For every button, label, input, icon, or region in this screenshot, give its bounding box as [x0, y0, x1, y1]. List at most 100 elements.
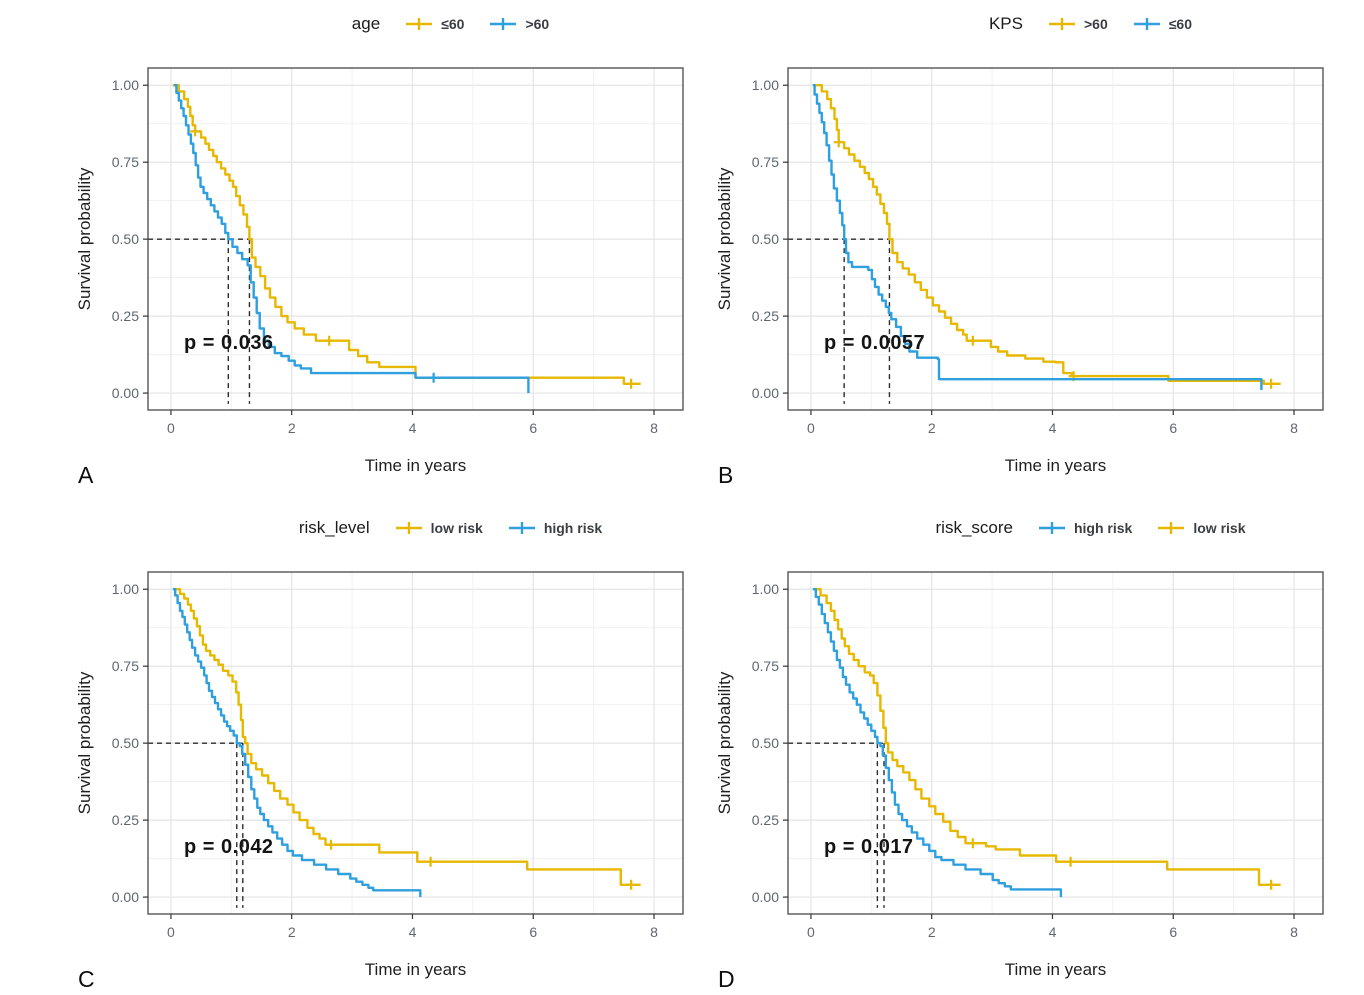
panel-c: risk_level low risk high risk 0 2 4 6 8 0.00 0… [38, 508, 688, 994]
x-axis-title: Time in years [1004, 960, 1107, 979]
p-value-annotation: p = 0.0057 [824, 332, 926, 354]
censor-mark-icon [326, 839, 336, 850]
legend-item-label: high risk [543, 520, 603, 536]
km-curve [174, 588, 641, 886]
y-tick-label: 0.25 [112, 812, 139, 828]
y-tick-label: 1.00 [112, 77, 139, 93]
legend-item-label: high risk [1073, 520, 1133, 536]
legend-item-label: ≤60 [1168, 16, 1193, 32]
y-tick-label: 0.00 [752, 889, 779, 905]
x-tick-label: 8 [1290, 420, 1298, 436]
censor-mark-icon [425, 856, 436, 867]
x-tick-label: 6 [1169, 420, 1177, 436]
y-tick-label: 1.00 [752, 581, 779, 597]
p-value-annotation: p = 0.042 [184, 836, 274, 858]
y-tick-label: 0.75 [752, 658, 779, 674]
y-tick-label: 1.00 [752, 77, 779, 93]
legend-item: low risk [1156, 520, 1245, 536]
y-tick-label: 1.00 [112, 581, 139, 597]
legend: age ≤60 >60 [183, 6, 718, 42]
legend-key-plus-icon [1158, 522, 1185, 534]
legend-item: >60 [1047, 16, 1108, 32]
legend-item-label: >60 [1084, 16, 1108, 32]
survival-plot: 0 2 4 6 8 0.00 0.25 0.50 0.75 1.00 [112, 67, 684, 436]
x-tick-label: 8 [650, 420, 658, 436]
x-tick-label: 4 [1049, 924, 1057, 940]
legend-key-plus-icon [395, 522, 422, 534]
legend: risk_level low risk high risk [183, 510, 718, 546]
x-tick-label: 0 [167, 420, 175, 436]
censor-mark-icon [626, 879, 637, 890]
y-tick-label: 0.75 [752, 154, 779, 170]
km-curve [814, 588, 1281, 886]
legend-item-label: ≤60 [441, 16, 465, 32]
y-tick-label: 0.00 [112, 889, 139, 905]
km-curve [814, 84, 1281, 385]
legend: KPS >60 ≤60 [823, 6, 1358, 42]
x-tick-label: 2 [288, 420, 296, 436]
panel-letter: A [78, 462, 94, 488]
y-axis-title: Survival probability [715, 167, 734, 311]
legend-title: risk_level [298, 518, 370, 537]
p-value-annotation: p = 0.017 [824, 836, 914, 858]
legend-item-label: >60 [525, 16, 550, 32]
x-tick-label: 2 [928, 924, 936, 940]
y-tick-label: 0.50 [112, 231, 139, 247]
censor-mark-icon [1266, 879, 1277, 890]
legend-item: >60 [488, 16, 549, 32]
censor-mark-icon [1266, 378, 1277, 389]
censor-mark-icon [833, 137, 844, 148]
x-tick-label: 4 [409, 420, 417, 436]
y-tick-label: 0.25 [112, 308, 139, 324]
legend-title: risk_score [935, 518, 1013, 537]
legend-item-label: low risk [430, 520, 483, 536]
y-tick-label: 0.50 [112, 735, 139, 751]
km-curve [172, 588, 422, 898]
legend-item: ≤60 [1132, 16, 1192, 32]
y-axis-title: Survival probability [715, 671, 734, 815]
censor-mark-icon [626, 378, 637, 389]
censor-mark-icon [324, 335, 335, 346]
legend-item: high risk [1037, 520, 1132, 536]
x-tick-label: 2 [928, 420, 936, 436]
y-tick-label: 0.25 [752, 812, 779, 828]
censor-mark-icon [967, 335, 978, 346]
x-tick-label: 4 [1049, 420, 1057, 436]
legend-item-label: low risk [1193, 520, 1246, 536]
x-axis-title: Time in years [364, 960, 467, 979]
panel-letter: C [78, 966, 95, 992]
y-tick-label: 0.50 [752, 735, 779, 751]
x-tick-label: 0 [807, 924, 815, 940]
x-tick-label: 0 [807, 420, 815, 436]
panel-letter: B [718, 462, 734, 488]
y-tick-label: 0.50 [752, 231, 779, 247]
x-tick-label: 4 [409, 924, 417, 940]
legend-title: KPS [988, 14, 1023, 33]
legend-title: age [351, 14, 381, 33]
legend-key-plus-icon [490, 18, 517, 30]
km-curve [812, 588, 1063, 898]
survival-plot: 0 2 4 6 8 0.00 0.25 0.50 0.75 1.00 [752, 571, 1324, 940]
survival-plot: 0 2 4 6 8 0.00 0.25 0.50 0.75 1.00 [112, 571, 684, 940]
legend-item: ≤60 [404, 16, 464, 32]
x-tick-label: 6 [1169, 924, 1177, 940]
x-tick-label: 0 [167, 924, 175, 940]
x-tick-label: 2 [288, 924, 296, 940]
censor-mark-icon [428, 372, 439, 383]
p-value-annotation: p = 0.036 [184, 332, 274, 354]
panel-b: KPS >60 ≤60 0 2 4 6 8 0.00 0.25 0.50 0.75 1.00 Su… [678, 4, 1328, 490]
km-curve [812, 84, 1263, 390]
censor-mark-icon [190, 126, 201, 137]
x-tick-label: 6 [529, 924, 537, 940]
censor-mark-icon [967, 838, 978, 849]
panel-a: age ≤60 >60 0 2 4 6 8 0.00 0.25 0.50 0.75 1.00 Su… [38, 4, 688, 490]
legend-key-plus-icon [406, 18, 433, 30]
y-axis-title: Survival probability [75, 671, 94, 815]
y-tick-label: 0.00 [752, 385, 779, 401]
x-tick-label: 8 [650, 924, 658, 940]
panel-letter: D [718, 966, 735, 992]
legend-key-plus-icon [1049, 18, 1075, 30]
y-tick-label: 0.00 [112, 385, 139, 401]
legend-key-plus-icon [1133, 18, 1160, 30]
